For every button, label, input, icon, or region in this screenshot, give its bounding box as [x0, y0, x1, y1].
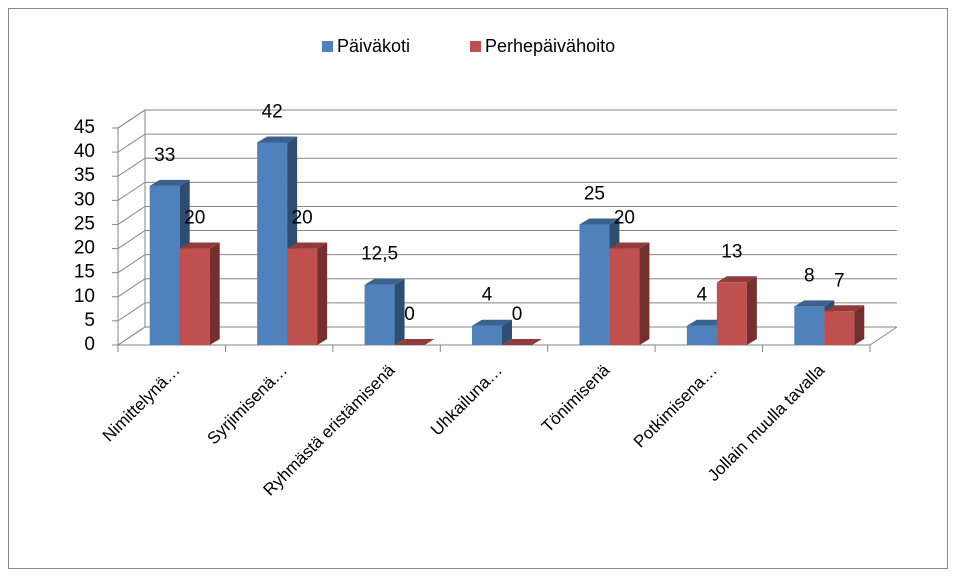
grid-line — [117, 230, 897, 249]
bar-top — [394, 339, 435, 345]
bar-top — [502, 339, 542, 345]
data-label: 20 — [614, 208, 635, 229]
legend-swatch — [322, 41, 333, 52]
grid-line — [117, 109, 897, 129]
bar-side — [639, 242, 650, 345]
bar-side — [394, 278, 405, 345]
y-tick-label: 45 — [74, 117, 95, 138]
y-tick-label: 20 — [74, 238, 95, 259]
floor-right-edge — [869, 326, 898, 346]
bar — [179, 242, 220, 345]
data-label: 0 — [404, 304, 415, 325]
grid-line — [117, 181, 897, 201]
bar — [716, 276, 757, 345]
y-tick-label: 15 — [74, 262, 95, 283]
bar-top — [149, 179, 190, 186]
chart-border — [8, 8, 948, 569]
grid-line — [117, 205, 897, 225]
bar-front — [257, 142, 288, 345]
y-tick-label: 0 — [84, 334, 95, 355]
bar — [824, 305, 865, 345]
legend-swatch — [470, 41, 481, 52]
data-label: 33 — [154, 145, 175, 166]
bar — [394, 339, 435, 345]
grid-line — [117, 157, 897, 177]
data-label: 8 — [804, 265, 815, 286]
bar-top — [609, 242, 650, 249]
bar-front — [364, 284, 395, 345]
bar-front — [686, 325, 717, 345]
y-tick-label: 30 — [74, 189, 95, 210]
bar-front — [287, 248, 318, 345]
bar-side — [317, 242, 328, 345]
grid-line — [117, 133, 897, 153]
data-label: 4 — [482, 285, 493, 306]
bar-front — [472, 325, 502, 345]
data-label: 13 — [721, 241, 742, 262]
bar — [364, 278, 405, 345]
bar-front — [149, 185, 180, 345]
y-tick-label: 40 — [74, 141, 95, 162]
bar-side — [209, 242, 220, 345]
bar-top — [364, 278, 405, 285]
data-label: 7 — [834, 270, 845, 291]
bar-top — [179, 242, 220, 249]
bar-front — [794, 306, 825, 345]
y-tick-label: 5 — [84, 310, 95, 331]
bar-front — [824, 311, 855, 345]
bar — [287, 242, 328, 345]
data-label: 12,5 — [361, 244, 398, 265]
bar-top — [579, 218, 620, 225]
legend-label: Päiväkoti — [337, 36, 410, 56]
data-label: 42 — [262, 101, 283, 122]
bar-top — [716, 276, 757, 283]
data-label: 20 — [292, 208, 313, 229]
bar-side — [502, 319, 512, 345]
data-label: 0 — [512, 304, 523, 325]
bar-top — [287, 242, 328, 249]
data-label: 25 — [584, 183, 605, 204]
data-label: 20 — [184, 208, 205, 229]
bar-side — [854, 305, 865, 345]
bar-front — [716, 282, 747, 345]
bar-side — [746, 276, 757, 345]
y-tick-label: 35 — [74, 165, 95, 186]
bar-top — [824, 305, 865, 312]
bar-top — [257, 136, 298, 143]
bar-top — [794, 300, 835, 307]
y-tick-label: 25 — [74, 213, 95, 234]
bar — [472, 319, 512, 345]
bar-front — [179, 248, 210, 345]
legend-label: Perhepäivähoito — [485, 36, 615, 56]
bar — [609, 242, 650, 345]
data-label: 4 — [697, 285, 708, 306]
bar-top — [472, 319, 512, 326]
bar-front — [579, 224, 610, 345]
bar-front — [609, 248, 640, 345]
y-tick-label: 10 — [74, 286, 95, 307]
bar — [502, 339, 542, 345]
